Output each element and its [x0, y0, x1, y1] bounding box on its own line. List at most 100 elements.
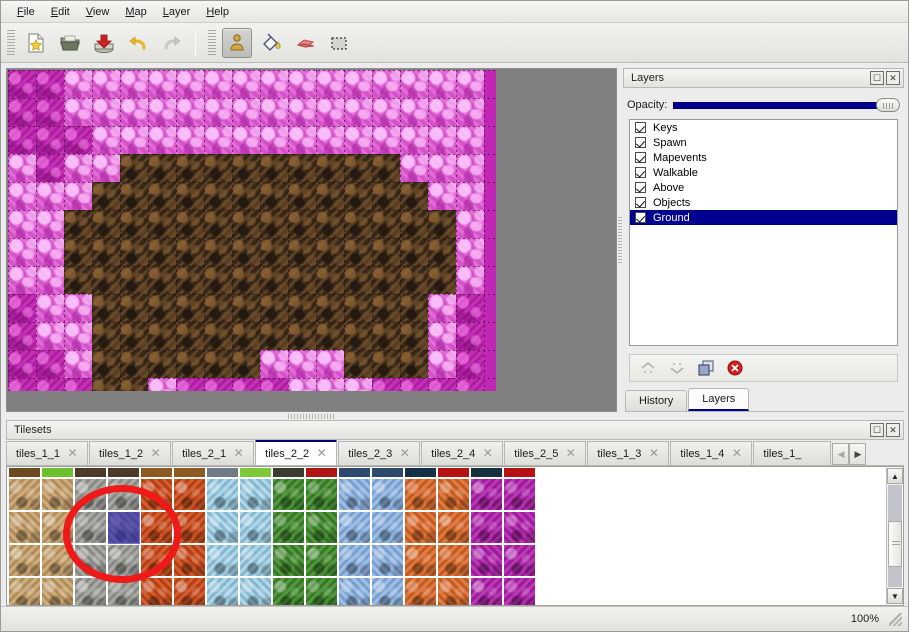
tileset-tab-tiles_2_3[interactable]: tiles_2_3 ✕: [338, 441, 421, 465]
tileset-tab-tiles_1_[interactable]: tiles_1_: [753, 441, 832, 465]
map-tile[interactable]: [260, 154, 288, 182]
tileset-tile[interactable]: [174, 468, 206, 478]
layer-row[interactable]: Spawn: [630, 135, 897, 150]
tileset-tile[interactable]: [174, 479, 206, 511]
map-tile[interactable]: [372, 238, 400, 266]
tileset-tile[interactable]: [174, 545, 206, 577]
tileset-tile[interactable]: [75, 512, 107, 544]
map-tile[interactable]: [36, 70, 64, 98]
map-tile[interactable]: [316, 238, 344, 266]
map-tile[interactable]: [400, 294, 428, 322]
close-icon[interactable]: ✕: [886, 71, 900, 85]
tileset-tile[interactable]: [141, 479, 173, 511]
tileset-tile[interactable]: [372, 578, 404, 605]
map-tile[interactable]: [8, 182, 36, 210]
tileset-tile[interactable]: [438, 479, 470, 511]
map-tile[interactable]: [176, 322, 204, 350]
map-tile[interactable]: [204, 322, 232, 350]
map-tile[interactable]: [456, 126, 484, 154]
map-tile[interactable]: [36, 182, 64, 210]
map-tile[interactable]: [8, 238, 36, 266]
window-resize-grip[interactable]: [889, 612, 902, 626]
map-tile[interactable]: [316, 350, 344, 378]
tileset-tile[interactable]: [174, 512, 206, 544]
tileset-tile[interactable]: [108, 512, 140, 544]
map-tile[interactable]: [288, 266, 316, 294]
map-tile[interactable]: [204, 294, 232, 322]
tileset-tile[interactable]: [471, 545, 503, 577]
map-tile[interactable]: [372, 126, 400, 154]
layer-row[interactable]: Keys: [630, 120, 897, 135]
select-tool-icon[interactable]: [324, 28, 354, 58]
tileset-tile[interactable]: [372, 468, 404, 478]
map-tile[interactable]: [288, 154, 316, 182]
map-tile[interactable]: [344, 70, 372, 98]
map-tile[interactable]: [232, 70, 260, 98]
map-tile[interactable]: [232, 126, 260, 154]
map-tile[interactable]: [36, 98, 64, 126]
map-tile[interactable]: [36, 126, 64, 154]
tileset-tile[interactable]: [471, 512, 503, 544]
map-tile[interactable]: [372, 182, 400, 210]
layer-visibility-checkbox[interactable]: [635, 122, 646, 133]
menu-item-map[interactable]: Map: [125, 5, 147, 18]
tileset-tile[interactable]: [75, 479, 107, 511]
map-tile[interactable]: [372, 210, 400, 238]
map-tile[interactable]: [204, 238, 232, 266]
map-tile[interactable]: [428, 350, 456, 378]
map-tile[interactable]: [260, 70, 288, 98]
tileset-tile[interactable]: [405, 578, 437, 605]
map-tile[interactable]: [120, 378, 148, 391]
tileset-tile[interactable]: [9, 578, 41, 605]
tileset-tile[interactable]: [405, 512, 437, 544]
tileset-tile[interactable]: [438, 545, 470, 577]
menu-item-help[interactable]: Help: [206, 5, 229, 18]
tileset-tile[interactable]: [504, 578, 536, 605]
map-tile[interactable]: [8, 126, 36, 154]
panel-tab-history[interactable]: History: [625, 390, 688, 411]
map-tile[interactable]: [344, 98, 372, 126]
map-tile[interactable]: [204, 266, 232, 294]
map-tile[interactable]: [260, 126, 288, 154]
map-tile[interactable]: [8, 154, 36, 182]
tileset-tile[interactable]: [504, 468, 536, 478]
map-tile[interactable]: [260, 350, 288, 378]
layer-visibility-checkbox[interactable]: [635, 212, 646, 223]
tab-close-icon[interactable]: ✕: [316, 446, 327, 460]
map-tile[interactable]: [260, 210, 288, 238]
map-tile[interactable]: [316, 154, 344, 182]
map-tile[interactable]: [92, 182, 120, 210]
tileset-tile[interactable]: [207, 479, 239, 511]
map-tile[interactable]: [372, 154, 400, 182]
map-tile[interactable]: [288, 70, 316, 98]
tileset-tile[interactable]: [339, 512, 371, 544]
map-tile[interactable]: [176, 98, 204, 126]
map-tile[interactable]: [8, 350, 36, 378]
tileset-tile[interactable]: [339, 479, 371, 511]
tileset-tile[interactable]: [273, 468, 305, 478]
tileset-tile[interactable]: [141, 468, 173, 478]
tileset-tile[interactable]: [405, 468, 437, 478]
map-tile[interactable]: [64, 294, 92, 322]
map-tile[interactable]: [176, 238, 204, 266]
map-tile[interactable]: [232, 154, 260, 182]
delete-layer-icon[interactable]: [723, 357, 747, 379]
map-tile[interactable]: [176, 126, 204, 154]
tileset-tile[interactable]: [306, 512, 338, 544]
layer-visibility-checkbox[interactable]: [635, 137, 646, 148]
map-tile[interactable]: [64, 322, 92, 350]
map-tile[interactable]: [288, 98, 316, 126]
map-tile[interactable]: [232, 378, 260, 391]
map-tile[interactable]: [36, 378, 64, 391]
map-tile[interactable]: [148, 378, 176, 391]
redo-icon[interactable]: [157, 28, 187, 58]
map-tile[interactable]: [8, 294, 36, 322]
map-tile[interactable]: [64, 266, 92, 294]
map-tile[interactable]: [456, 182, 484, 210]
tileset-tab-tiles_2_1[interactable]: tiles_2_1 ✕: [172, 441, 255, 465]
tileset-tile[interactable]: [240, 545, 272, 577]
map-tile[interactable]: [36, 322, 64, 350]
menu-item-view[interactable]: View: [85, 5, 110, 18]
move-layer-up-icon[interactable]: [636, 357, 660, 379]
map-tile[interactable]: [400, 266, 428, 294]
